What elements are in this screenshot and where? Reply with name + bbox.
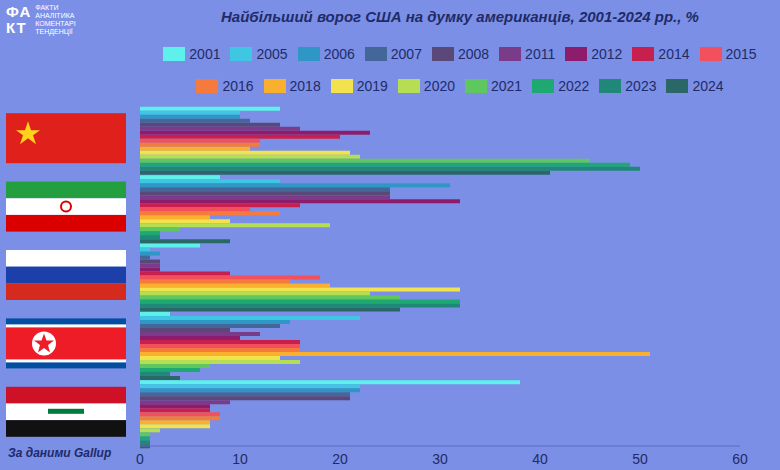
html-text:2012: 2012 bbox=[591, 46, 623, 62]
html-text:2005: 2005 bbox=[256, 46, 288, 62]
html-text:2022: 2022 bbox=[558, 78, 590, 94]
html-text:2024: 2024 bbox=[692, 78, 724, 94]
html-text:2014: 2014 bbox=[658, 46, 690, 62]
html-text:КОМЕНТАРІ: КОМЕНТАРІ bbox=[35, 20, 76, 27]
html-text:ФА: ФА bbox=[6, 3, 32, 20]
svg-text:20: 20 bbox=[332, 451, 348, 467]
html-text:Найбільший ворог США на думку: Найбільший ворог США на думку американці… bbox=[221, 8, 699, 25]
html-text:2007: 2007 bbox=[390, 46, 422, 62]
html-text:2018: 2018 bbox=[289, 78, 321, 94]
html-text:ТЕНДЕНЦІЇ: ТЕНДЕНЦІЇ bbox=[35, 28, 73, 35]
html-text:2001: 2001 bbox=[189, 46, 221, 62]
html-text:2016: 2016 bbox=[222, 78, 254, 94]
svg-text:0: 0 bbox=[136, 451, 144, 467]
html-text:2008: 2008 bbox=[457, 46, 490, 62]
html-text:За даними Gallup: За даними Gallup bbox=[8, 446, 112, 460]
html-text:2023: 2023 bbox=[625, 78, 657, 94]
html-text:ФАКТИ: ФАКТИ bbox=[35, 4, 59, 11]
svg-text:40: 40 bbox=[532, 451, 548, 467]
html-text:2019: 2019 bbox=[356, 78, 388, 94]
html-text:2020: 2020 bbox=[423, 78, 455, 94]
html-text:2006: 2006 bbox=[323, 46, 355, 62]
html-text:2011: 2011 bbox=[525, 46, 556, 62]
svg-text:30: 30 bbox=[432, 451, 448, 467]
html-text:АНАЛІТИКА: АНАЛІТИКА bbox=[35, 12, 75, 19]
html-text:КТ: КТ bbox=[6, 19, 27, 36]
html-text:2021: 2021 bbox=[491, 78, 523, 94]
svg-text:60: 60 bbox=[732, 451, 748, 467]
html-text:2015: 2015 bbox=[725, 46, 757, 62]
svg-text:10: 10 bbox=[232, 451, 248, 467]
svg-text:50: 50 bbox=[632, 451, 648, 467]
